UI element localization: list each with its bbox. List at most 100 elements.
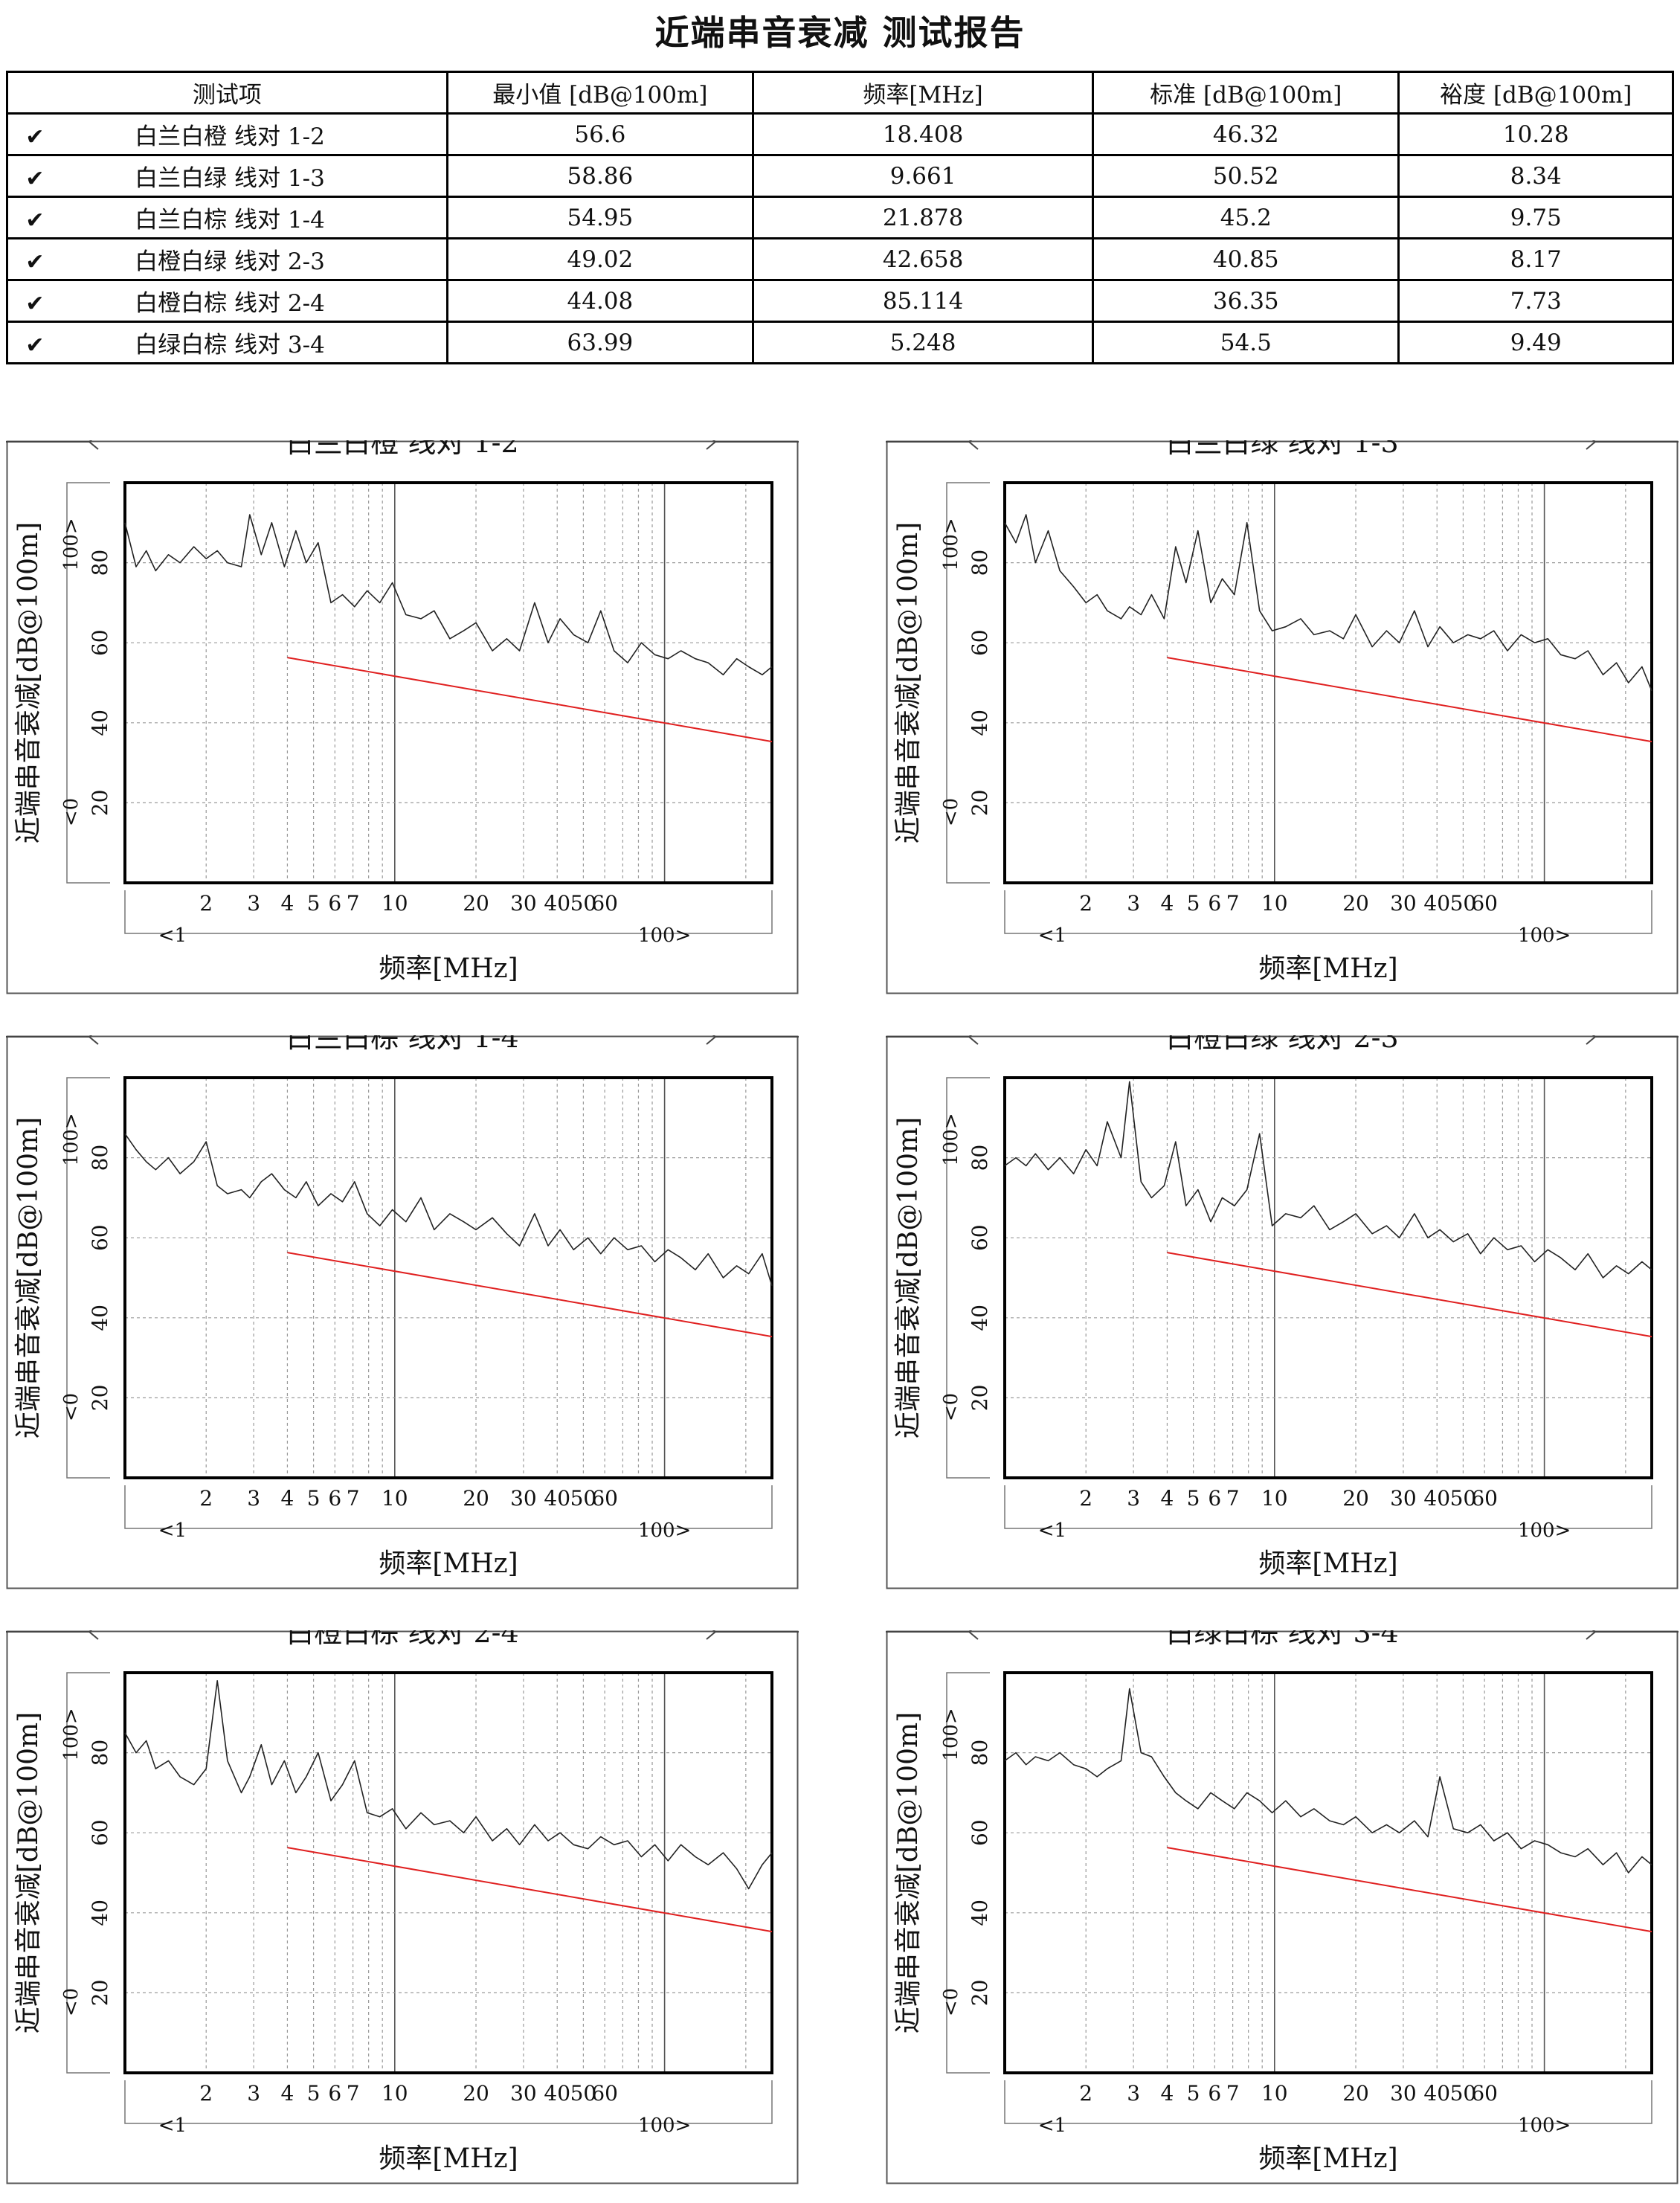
x-tick-label: 40 [544, 891, 570, 916]
x-tick-label: 30 [510, 891, 537, 916]
chart-title: 白橙白绿 线对 2-3 [1165, 1035, 1398, 1054]
x-axis-bracket [1004, 2080, 1652, 2124]
x-tick-label: 30 [510, 1486, 537, 1511]
limit-line [1167, 1847, 1652, 1933]
chart-frame [886, 1035, 1679, 1589]
y-tick-label: 40 [88, 1305, 112, 1331]
min-value-cell: 44.08 [445, 279, 755, 323]
x-tick-label: 40 [544, 2081, 570, 2106]
y-end-label: <0 [60, 1393, 83, 1421]
test-item-cell: ✔ 白兰白棕 线对 1-4 [6, 196, 448, 239]
frequency-cell: 9.661 [752, 154, 1095, 198]
x-tick-label: 4 [281, 1486, 295, 1511]
x-axis-bracket [1004, 1485, 1652, 1529]
y-tick-label: 20 [968, 1385, 992, 1412]
title-arrow-left [886, 1035, 979, 1045]
y-tick-label: 20 [968, 790, 992, 817]
y-axis-bracket [66, 1077, 110, 1479]
min-value-cell: 54.95 [445, 196, 755, 239]
check-icon: ✔ [25, 208, 45, 234]
x-axis-bracket [124, 890, 773, 934]
x-tick-label: 30 [1390, 2081, 1417, 2106]
chart-frame [6, 1035, 799, 1589]
y-end-label: <0 [60, 798, 83, 826]
x-tick-label: 20 [1342, 1486, 1369, 1511]
y-tick-label: 20 [88, 1385, 112, 1412]
standard-cell: 54.5 [1092, 321, 1400, 364]
x-tick-label: 20 [463, 2081, 489, 2106]
standard-cell: 46.32 [1092, 112, 1400, 156]
table-row: ✔ 白橙白棕 线对 2-4 44.08 85.114 36.35 7.73 [6, 279, 1674, 323]
plot-area [1003, 1076, 1653, 1479]
margin-cell: 8.34 [1397, 154, 1674, 198]
y-tick-label: 80 [88, 1740, 112, 1766]
y-axis-label: 近端串音衰减[dB@100m] [893, 1712, 924, 2033]
plot-area [123, 1671, 773, 2074]
frequency-cell: 18.408 [752, 112, 1095, 156]
y-axis-label: 近端串音衰减[dB@100m] [13, 1117, 44, 1438]
x-tick-label: 3 [247, 891, 260, 916]
x-axis-bracket [124, 1485, 773, 1529]
y-axis-label: 近端串音衰减[dB@100m] [893, 522, 924, 843]
y-end-label: 100> [60, 1708, 83, 1760]
x-tick-label: 6 [1208, 2081, 1221, 2106]
chart-frame [6, 440, 799, 994]
margin-cell: 9.75 [1397, 196, 1674, 239]
test-item-cell: ✔ 白兰白绿 线对 1-3 [6, 154, 448, 198]
page-title: 近端串音衰减 测试报告 [654, 13, 1026, 53]
table-row: ✔ 白兰白绿 线对 1-3 58.86 9.661 50.52 8.34 [6, 154, 1674, 198]
x-decade-label: <1 [158, 2114, 187, 2137]
x-axis-label: 频率[MHz] [379, 1548, 518, 1579]
limit-line [287, 657, 773, 743]
x-tick-label: 5 [307, 1486, 321, 1511]
x-tick-label: 3 [247, 2081, 260, 2106]
column-header: 测试项 [6, 71, 448, 115]
x-tick-label: 10 [1261, 2081, 1288, 2106]
chart-title: 白橙白棕 线对 2-4 [286, 1630, 518, 1649]
limit-line [287, 1847, 773, 1933]
x-decade-label: <1 [158, 924, 187, 947]
y-tick-label: 40 [968, 710, 992, 736]
x-tick-label: 2 [1079, 891, 1092, 916]
test-item-name: 白绿白棕 线对 3-4 [135, 332, 325, 358]
x-axis-label: 频率[MHz] [379, 953, 518, 984]
x-tick-label: 2 [199, 1486, 213, 1511]
chart-title: 白兰白橙 线对 1-2 [286, 440, 518, 459]
x-tick-label: 60 [1471, 2081, 1498, 2106]
x-tick-label: 7 [1226, 2081, 1240, 2106]
standard-cell: 50.52 [1092, 154, 1400, 198]
x-tick-label: 60 [1471, 1486, 1498, 1511]
x-decade-label: 100> [638, 1519, 691, 1542]
y-tick-label: 40 [88, 710, 112, 736]
x-tick-label: 30 [1390, 1486, 1417, 1511]
chart-frame [886, 1630, 1679, 2184]
chart-title: 白绿白棕 线对 3-4 [1165, 1630, 1398, 1649]
x-tick-label: 10 [1261, 1486, 1288, 1511]
x-tick-label: 50 [1450, 2081, 1477, 2106]
x-tick-label: 7 [1226, 891, 1240, 916]
x-tick-label: 60 [591, 2081, 618, 2106]
x-tick-label: 50 [570, 2081, 597, 2106]
title-arrow-left [886, 440, 979, 450]
x-tick-label: 5 [1187, 2081, 1200, 2106]
y-tick-label: 20 [968, 1980, 992, 2007]
x-tick-label: 2 [199, 891, 213, 916]
x-tick-label: 20 [463, 1486, 489, 1511]
chart-frame [886, 440, 1679, 994]
margin-cell: 7.73 [1397, 279, 1674, 323]
table-row: ✔ 白绿白棕 线对 3-4 63.99 5.248 54.5 9.49 [6, 321, 1674, 364]
check-icon: ✔ [25, 124, 45, 150]
data-series-line [124, 1133, 773, 1287]
min-value-cell: 56.6 [445, 112, 755, 156]
y-axis-bracket [946, 1077, 990, 1479]
margin-cell: 8.17 [1397, 237, 1674, 281]
y-axis-bracket [66, 482, 110, 884]
y-tick-label: 80 [968, 1740, 992, 1766]
title-arrow-right [706, 1630, 799, 1640]
x-tick-label: 6 [1208, 1486, 1221, 1511]
y-end-label: 100> [940, 1708, 962, 1760]
x-tick-label: 6 [328, 1486, 341, 1511]
table-row: ✔ 白兰白棕 线对 1-4 54.95 21.878 45.2 9.75 [6, 196, 1674, 239]
min-value-cell: 49.02 [445, 237, 755, 281]
